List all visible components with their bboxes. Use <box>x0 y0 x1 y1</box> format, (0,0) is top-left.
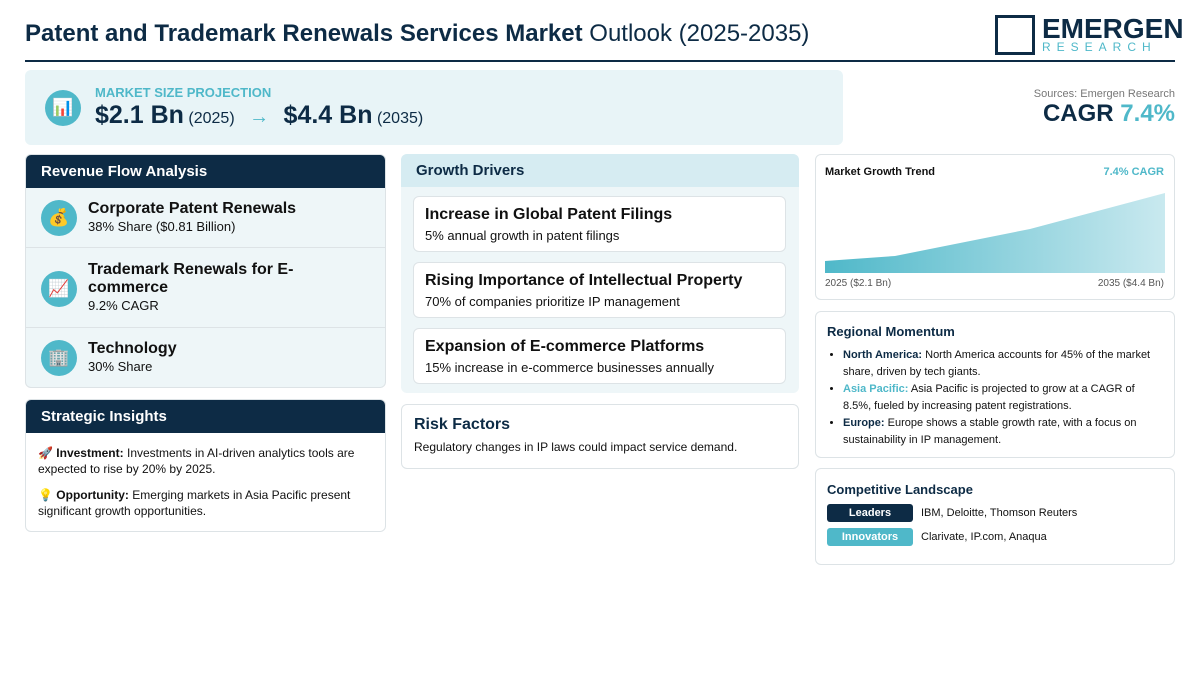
trend-start: 2025 ($2.1 Bn) <box>825 278 892 289</box>
growth-drivers: Growth Drivers Increase in Global Patent… <box>401 154 799 393</box>
trend-area <box>825 193 1165 273</box>
item-detail: 38% Share ($0.81 Billion) <box>88 219 236 234</box>
driver: Rising Importance of Intellectual Proper… <box>413 262 786 318</box>
strategic-insights: Strategic Insights 🚀 Investment: Investm… <box>25 399 386 532</box>
driver-title: Rising Importance of Intellectual Proper… <box>425 272 743 289</box>
section-title: Competitive Landscape <box>827 482 973 497</box>
revenue-flow: Revenue Flow Analysis 💰 Corporate Patent … <box>25 154 386 388</box>
group-companies: Clarivate, IP.com, Anaqua <box>921 531 1047 543</box>
section-title: Growth Drivers <box>401 154 799 187</box>
group: Innovators Clarivate, IP.com, Anaqua <box>827 528 1047 546</box>
group: Leaders IBM, Deloitte, Thomson Reuters <box>827 504 1077 522</box>
arrow: → <box>249 106 270 128</box>
insight: 💡 Opportunity: Emerging markets in Asia … <box>38 488 351 518</box>
icon: 📊 <box>45 90 81 126</box>
region-text: Europe shows a stable growth rate, with … <box>843 417 1137 446</box>
title-main: Patent and Trademark Renewals Services M… <box>25 20 583 47</box>
driver-title: Increase in Global Patent Filings <box>425 206 673 223</box>
item-name: Corporate Patent Renewals <box>88 200 297 217</box>
icon: 🏢 <box>41 340 77 376</box>
title-sub: Outlook (2025-2035) <box>589 20 810 47</box>
divider <box>25 60 1175 62</box>
flow-item: 📈 Trademark Renewals for E-commerce 9.2% C… <box>26 249 385 328</box>
cagr-label: CAGR <box>1042 100 1114 127</box>
source: Sources: Emergen Research <box>1033 88 1175 100</box>
risk-factors: Risk Factors Regulatory changes in IP la… <box>401 404 799 469</box>
trend-title: Market Growth Trend <box>825 166 936 178</box>
logo-tagline: RESEARCH <box>1042 40 1157 54</box>
cagr: CAGR 7.4% <box>1043 100 1175 128</box>
group-label: Leaders <box>827 504 913 522</box>
group-companies: IBM, Deloitte, Thomson Reuters <box>921 507 1078 519</box>
insight-text: Emerging markets in Asia Pacific present… <box>38 488 351 518</box>
region-name: North America: <box>843 349 923 361</box>
title: Patent and Trademark Renewals Services M… <box>25 20 809 48</box>
insight-text: Investments in AI-driven analytics tools… <box>38 446 355 476</box>
region-item: North America: North America accounts fo… <box>843 347 1163 381</box>
insight-label: Opportunity: <box>56 488 129 502</box>
item-detail: 9.2% CAGR <box>88 298 159 313</box>
icon: 📈 <box>41 271 77 307</box>
projection-box: 📊 MARKET SIZE PROJECTION $2.1 Bn (2025) … <box>25 70 843 145</box>
driver-detail: 15% increase in e-commerce businesses an… <box>425 360 715 375</box>
competitive-landscape: Competitive Landscape Leaders IBM, Deloit… <box>815 468 1175 565</box>
region-name: Asia Pacific: <box>843 383 909 395</box>
risk-text: Regulatory changes in IP laws could impa… <box>414 440 738 454</box>
section-title: Regional Momentum <box>827 324 955 339</box>
driver: Increase in Global Patent Filings 5% annu… <box>413 196 786 252</box>
cagr-value: 7.4% <box>1120 100 1175 127</box>
logo-name: EMERGEN <box>1042 13 1184 44</box>
region-text: Asia Pacific is projected to grow at a C… <box>843 383 1135 412</box>
item-name: Trademark Renewals for E-commerce <box>88 261 294 296</box>
projection-label: MARKET SIZE PROJECTION <box>95 85 272 100</box>
trend-badge: 7.4% CAGR <box>1103 166 1164 178</box>
driver-title: Expansion of E-commerce Platforms <box>425 338 705 355</box>
region-name: Europe: <box>843 417 885 429</box>
projection-values: $2.1 Bn (2025) → $4.4 Bn (2035) <box>95 101 423 130</box>
driver: Expansion of E-commerce Platforms 15% inc… <box>413 328 786 384</box>
region-text: North America accounts for 45% of the ma… <box>843 349 1151 378</box>
group-label: Innovators <box>827 528 913 546</box>
region-item: Europe: Europe shows a stable growth rat… <box>843 415 1163 449</box>
growth-trend: Market Growth Trend 7.4% CAGR 2025 ($2.1… <box>815 154 1175 300</box>
insight-label: Investment: <box>56 446 124 460</box>
region-item: Asia Pacific: Asia Pacific is projected … <box>843 381 1163 415</box>
section-title: Risk Factors <box>414 416 511 433</box>
end-year: (2035) <box>376 110 424 127</box>
section-title: Revenue Flow Analysis <box>26 155 385 188</box>
flow-item: 🏢 Technology 30% Share <box>26 328 385 387</box>
start-value: $2.1 Bn <box>95 101 184 129</box>
logo-mark <box>995 15 1035 55</box>
area <box>825 193 1165 273</box>
insight: 🚀 Investment: Investments in AI-driven a… <box>38 446 355 476</box>
item-name: Technology <box>88 340 177 357</box>
end-value: $4.4 Bn <box>283 101 373 129</box>
region-list: North America: North America accounts fo… <box>828 347 1163 449</box>
driver-detail: 5% annual growth in patent filings <box>425 228 620 243</box>
regional-momentum: Regional Momentum North America: North A… <box>815 311 1175 458</box>
start-year: (2025) <box>188 110 235 127</box>
item-detail: 30% Share <box>88 359 153 374</box>
driver-detail: 70% of companies prioritize IP managemen… <box>425 294 680 309</box>
section-title: Strategic Insights <box>26 400 385 433</box>
trend-end: 2035 ($4.4 Bn) <box>1097 278 1164 289</box>
icon: 💰 <box>41 200 77 236</box>
flow-item: 💰 Corporate Patent Renewals 38% Share ($0.… <box>26 188 385 248</box>
